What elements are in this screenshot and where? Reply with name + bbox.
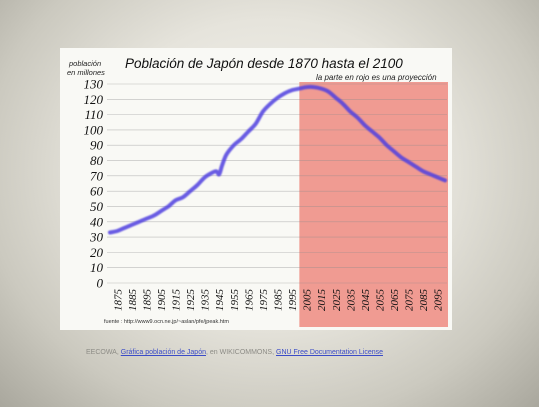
y-axis-label-line2: en millones (67, 68, 105, 77)
y-tick-label: 90 (90, 138, 104, 153)
y-tick-label: 110 (84, 107, 103, 122)
caption-link-chart[interactable]: Gráfica población de Japón (120, 349, 206, 356)
x-tick-label: 2085 (418, 289, 430, 312)
x-tick-label: 2035 (345, 289, 357, 312)
x-tick-label: 1905 (156, 289, 168, 312)
x-tick-label: 1995 (287, 289, 299, 312)
grid-lines (107, 83, 447, 284)
y-tick-label: 100 (84, 122, 104, 137)
y-axis-label-line1: población (68, 59, 101, 68)
x-tick-label: 1965 (243, 289, 255, 312)
y-tick-label: 70 (90, 168, 104, 183)
y-tick-label: 50 (90, 199, 104, 214)
y-tick-label: 0 (97, 276, 104, 291)
x-tick-label: 1925 (185, 289, 197, 312)
x-tick-label: 2005 (302, 289, 314, 312)
x-tick-label: 2025 (331, 289, 343, 312)
x-tick-label: 1945 (214, 289, 226, 312)
x-tick-label: 2015 (316, 289, 328, 312)
chart-subtitle: la parte en rojo es una proyección (316, 73, 437, 82)
caption-link-license[interactable]: GNU Free Documentation License (276, 349, 383, 356)
y-tick-label: 80 (90, 153, 104, 168)
x-tick-label: 2075 (404, 289, 416, 312)
x-tick-label: 1935 (200, 289, 212, 312)
x-tick-label: 2065 (389, 289, 401, 312)
x-tick-label: 2045 (360, 289, 372, 312)
x-tick-label: 1985 (273, 289, 285, 312)
x-tick-label: 1955 (229, 289, 241, 312)
y-tick-label: 130 (84, 77, 104, 92)
x-tick-labels: 1875 1885 1895 1905 1915 1925 1935 1945 1955 1965… (112, 289, 444, 312)
projection-region (299, 82, 448, 327)
y-tick-label: 120 (84, 92, 104, 107)
x-tick-label: 1885 (127, 289, 139, 312)
x-tick-label: 2055 (374, 289, 386, 312)
x-tick-label: 1915 (171, 289, 183, 312)
y-tick-label: 60 (90, 184, 104, 199)
source-note: fuente : http://www9.ocn.ne.jp/~aslan/pf… (104, 319, 229, 325)
y-tick-label: 40 (90, 214, 104, 229)
caption-middle: , en WIKICOMMONS, (205, 349, 276, 356)
y-tick-label: 30 (89, 230, 104, 245)
caption-prefix: EECOWA, (86, 349, 121, 356)
x-tick-label: 2095 (433, 289, 445, 312)
population-line (108, 84, 447, 235)
x-tick-label: 1875 (112, 289, 124, 312)
image-caption: EECOWA, Gráfica población de Japón, en W… (86, 349, 383, 356)
y-tick-label: 10 (90, 260, 104, 275)
x-tick-label: 1975 (258, 289, 270, 312)
y-tick-label: 20 (90, 245, 104, 260)
x-tick-label: 1895 (141, 289, 153, 312)
chart-title: Población de Japón desde 1870 hasta el 2… (125, 56, 403, 71)
